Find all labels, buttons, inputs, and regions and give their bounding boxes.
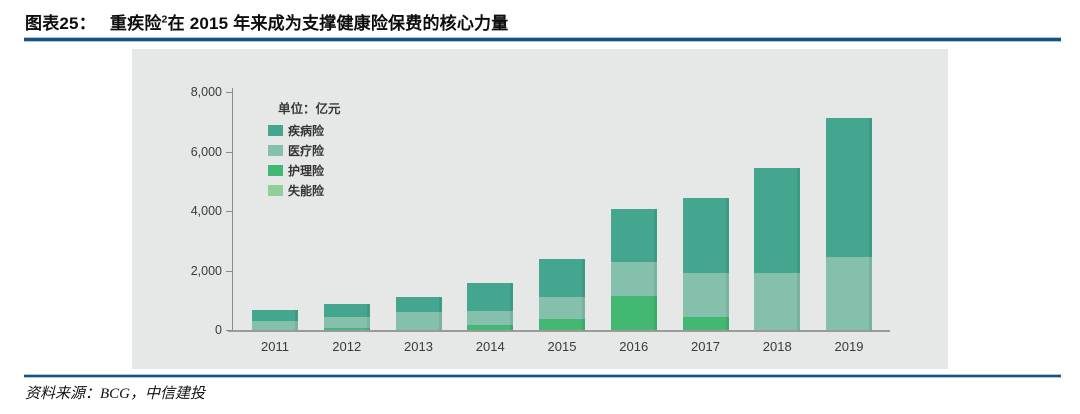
- y-axis-tick: [226, 211, 232, 212]
- legend-item-disease: 疾病险: [268, 122, 325, 139]
- x-axis-label-2017: 2017: [691, 339, 720, 354]
- bar-segment-2018-疾病险: [754, 167, 801, 274]
- bar-segment-2016-护理险: [610, 295, 657, 330]
- bar-segment-2015-护理险: [539, 319, 585, 330]
- bars-layer: [132, 49, 948, 330]
- y-axis-tick-label: 2,000: [190, 263, 222, 278]
- figure-title: 图表25： 重疾险2在 2015 年来成为支撑健康险保费的核心力量: [25, 9, 1055, 34]
- bar-segment-2012-疾病险: [323, 304, 370, 317]
- y-axis-tick: [226, 270, 232, 272]
- x-axis-label-2012: 2012: [332, 339, 362, 354]
- title-divider-rule: [24, 37, 1061, 42]
- y-axis-tick-label: 0: [215, 323, 222, 337]
- legend-item-nursing: 护理险: [268, 162, 325, 179]
- bar-segment-2017-护理险: [682, 316, 729, 330]
- source-line: 资料来源：BCG，中信建投: [25, 386, 206, 402]
- x-axis-label-2014: 2014: [475, 339, 505, 354]
- legend-label-disease: 疾病险: [288, 124, 325, 139]
- x-axis-line: [228, 330, 890, 332]
- x-axis-label-2015: 2015: [547, 339, 577, 354]
- figure-title-rest: 在 2015 年来成为支撑健康险保费的核心力量: [167, 14, 509, 33]
- legend-swatch-medical: [268, 145, 283, 157]
- x-axis-label-2019: 2019: [834, 339, 864, 354]
- bar-segment-2016-医疗险: [610, 261, 657, 296]
- bar-segment-2012-护理险: [323, 328, 370, 330]
- y-axis-tick-label: 8,000: [190, 85, 222, 99]
- y-axis-line: [232, 88, 233, 331]
- bar-segment-2013-医疗险: [395, 312, 442, 330]
- bar-segment-2017-医疗险: [682, 272, 729, 317]
- x-axis-label-2013: 2013: [404, 339, 433, 354]
- footnote-superscript: 2: [161, 13, 168, 26]
- bar-segment-2014-医疗险: [467, 310, 514, 325]
- bar-segment-2016-疾病险: [610, 209, 657, 262]
- bar-segment-2015-医疗险: [539, 296, 585, 319]
- legend-label-disability: 失能险: [288, 184, 325, 199]
- bar-segment-2014-疾病险: [467, 282, 514, 311]
- legend-item-medical: 医疗险: [268, 142, 325, 159]
- x-axis-label-2011: 2011: [261, 339, 289, 354]
- chart-panel: 0 2,000 4,000 6,000 8,000 2011 2012 2013 2014 20…: [132, 49, 948, 369]
- bar-segment-2019-疾病险: [826, 118, 872, 257]
- bar-segment-2012-医疗险: [323, 316, 370, 329]
- bar-segment-2017-疾病险: [682, 197, 729, 273]
- y-axis-tick: [226, 92, 232, 93]
- legend-item-disability: 失能险: [268, 182, 325, 199]
- legend-swatch-disability: [268, 185, 283, 197]
- bar-segment-2011-疾病险: [252, 310, 298, 322]
- figure-title-main: 重疾险: [109, 14, 162, 33]
- legend-label-medical: 医疗险: [288, 144, 325, 159]
- legend-swatch-nursing: [268, 165, 283, 177]
- bar-segment-2019-医疗险: [826, 256, 872, 330]
- unit-label: 单位：亿元: [278, 102, 341, 116]
- y-axis-tick: [226, 330, 232, 331]
- x-axis-label-2018: 2018: [762, 339, 792, 354]
- bar-segment-2011-医疗险: [252, 321, 298, 330]
- bar-segment-2015-疾病险: [539, 259, 585, 297]
- y-axis-tick-label: 6,000: [190, 144, 222, 159]
- bar-segment-2013-疾病险: [395, 296, 442, 313]
- bar-segment-2018-医疗险: [754, 273, 801, 330]
- bar-segment-2014-护理险: [467, 324, 514, 330]
- x-axis-label-2016: 2016: [619, 339, 649, 354]
- legend-label-nursing: 护理险: [288, 164, 325, 179]
- figure-number-label: 图表25：: [25, 14, 96, 33]
- y-axis-tick: [226, 151, 232, 153]
- y-axis-tick-label: 4,000: [190, 204, 222, 218]
- legend-swatch-disease: [268, 125, 283, 137]
- footer-divider-rule: [24, 374, 1061, 378]
